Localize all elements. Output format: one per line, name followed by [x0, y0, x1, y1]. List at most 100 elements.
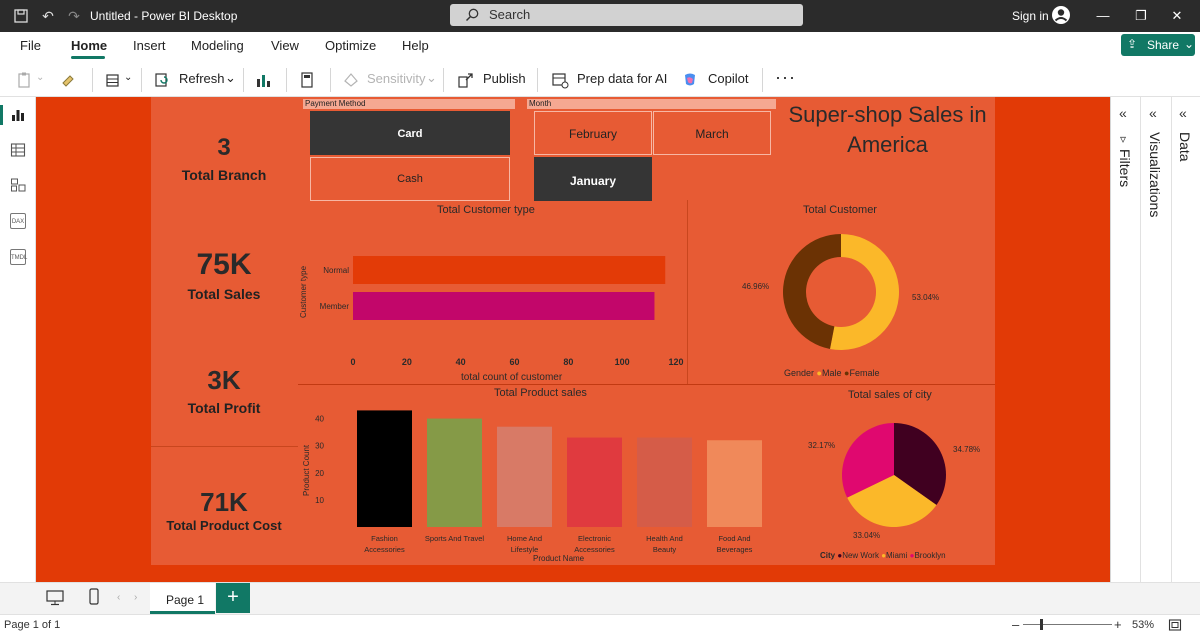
- legend-entry: New Work: [842, 551, 879, 560]
- zoom-slider-thumb[interactable]: [1040, 619, 1043, 630]
- product-sales-x-axis-title: Product Name: [533, 554, 585, 563]
- sign-in-link[interactable]: Sign in: [1012, 9, 1049, 23]
- x-tick-label: Sports And Travel: [425, 534, 485, 543]
- total-customer-chart-title: Total Customer: [803, 204, 877, 216]
- visualizations-pane-label[interactable]: Visualizations: [1147, 132, 1163, 218]
- column-bar: [427, 418, 482, 527]
- column-bar: [707, 440, 762, 527]
- slicer-option-march[interactable]: March: [653, 111, 771, 155]
- x-tick-label: Lifestyle: [511, 545, 539, 554]
- menu-file[interactable]: File: [20, 38, 41, 53]
- collapse-filters-icon[interactable]: «: [1119, 105, 1127, 121]
- prev-page-icon[interactable]: ‹: [117, 592, 121, 603]
- kpi-label: Total Branch: [181, 167, 267, 183]
- data-pane-label[interactable]: Data: [1177, 132, 1193, 162]
- new-visual-icon[interactable]: [254, 71, 272, 89]
- filters-pane-label[interactable]: Filters: [1117, 149, 1133, 188]
- chevron-down-icon[interactable]: ⌄: [225, 70, 236, 85]
- column-bar: [357, 410, 412, 527]
- customer-type-chart-title: Total Customer type: [437, 204, 535, 216]
- data-label: 33.04%: [853, 531, 880, 540]
- share-button[interactable]: ⇪ Share ⌄: [1121, 34, 1195, 56]
- filter-icon: ▿: [1120, 132, 1127, 146]
- zoom-slider-track[interactable]: [1023, 624, 1112, 625]
- restore-icon[interactable]: ❐: [1135, 8, 1147, 23]
- x-tick-label: Accessories: [574, 545, 615, 554]
- y-tick-label: 20: [315, 469, 324, 478]
- collapse-visualizations-icon[interactable]: «: [1149, 105, 1157, 121]
- total-customer-donut-chart[interactable]: 53.04% 46.96%: [688, 220, 994, 380]
- sensitivity-button[interactable]: Sensitivity: [367, 71, 426, 86]
- publish-icon[interactable]: [457, 71, 475, 89]
- city-sales-pie-chart[interactable]: 34.78% 33.04% 32.17%: [790, 405, 995, 545]
- menu-modeling[interactable]: Modeling: [191, 38, 244, 53]
- publish-button[interactable]: Publish: [483, 71, 526, 86]
- menu-help[interactable]: Help: [402, 38, 429, 53]
- product-sales-chart[interactable]: 10 20 30 40 Fashion Accessories Sports And Tra…: [298, 400, 778, 565]
- copilot-icon[interactable]: [681, 71, 699, 89]
- prep-data-button[interactable]: Prep data for AI: [577, 71, 668, 86]
- copilot-button[interactable]: Copilot: [708, 71, 749, 86]
- get-data-dropdown-icon[interactable]: ⌄: [124, 72, 133, 83]
- refresh-button[interactable]: Refresh: [179, 71, 225, 86]
- refresh-icon[interactable]: [153, 71, 171, 89]
- slicer-option-label: January: [569, 174, 617, 188]
- slicer-option-cash[interactable]: Cash: [310, 157, 510, 201]
- menu-optimize[interactable]: Optimize: [325, 38, 377, 53]
- close-icon[interactable]: ✕: [1171, 8, 1183, 23]
- side-panes: « ▿ Filters « Visualizations « Data: [1110, 97, 1200, 582]
- fit-to-page-icon[interactable]: [1168, 618, 1182, 632]
- paste-dropdown-icon[interactable]: ⌄: [36, 72, 45, 83]
- legend-entry: Male: [821, 368, 842, 378]
- column-bar: [637, 437, 692, 527]
- legend-dot: ●: [844, 368, 850, 378]
- minimize-icon[interactable]: —: [1096, 8, 1110, 23]
- format-painter-icon[interactable]: [60, 71, 78, 89]
- menu-home[interactable]: Home: [71, 38, 108, 53]
- menu-insert[interactable]: Insert: [133, 38, 166, 53]
- legend-dot: ●: [909, 551, 915, 560]
- redo-icon[interactable]: ↷: [68, 8, 80, 24]
- zoom-level: 53%: [1132, 619, 1155, 631]
- slicer-option-january[interactable]: January: [534, 157, 652, 201]
- paste-icon[interactable]: [16, 71, 34, 89]
- kpi-divider: [151, 446, 298, 447]
- customer-type-chart[interactable]: Normal Member 0 20 40 60 80 100 120: [298, 200, 687, 384]
- product-sales-chart-title: Total Product sales: [494, 387, 587, 399]
- slicer-option-card[interactable]: Card: [310, 111, 510, 155]
- user-avatar-icon[interactable]: [1052, 6, 1070, 24]
- undo-icon[interactable]: ↶: [42, 8, 54, 24]
- y-tick-label: Member: [320, 302, 350, 311]
- calculator-icon[interactable]: [298, 71, 316, 89]
- table-view-icon[interactable]: [10, 142, 26, 158]
- prep-data-icon[interactable]: [551, 71, 569, 89]
- collapse-data-icon[interactable]: «: [1179, 105, 1187, 121]
- x-tick-label: 20: [402, 357, 412, 367]
- slicer-option-february[interactable]: February: [534, 111, 652, 155]
- page-tab-1[interactable]: Page 1: [150, 583, 215, 614]
- save-icon[interactable]: [13, 8, 29, 24]
- next-page-icon[interactable]: ›: [134, 592, 138, 603]
- legend-entry: Female: [849, 368, 880, 378]
- x-tick-label: Electronic: [578, 534, 611, 543]
- more-options-icon[interactable]: ···: [775, 67, 796, 87]
- add-page-button[interactable]: +: [216, 583, 250, 613]
- tmdl-view-icon[interactable]: TMDL: [10, 249, 27, 265]
- x-tick-label: Home And: [507, 534, 542, 543]
- sensitivity-icon[interactable]: [342, 71, 360, 89]
- mobile-layout-icon[interactable]: [88, 587, 100, 607]
- chevron-down-icon[interactable]: ⌄: [426, 70, 437, 85]
- zoom-out-button[interactable]: –: [1012, 617, 1020, 632]
- active-tab-indicator: [71, 56, 105, 59]
- dax-query-view-icon[interactable]: DAX: [10, 213, 26, 229]
- get-data-icon[interactable]: [104, 71, 122, 89]
- search-placeholder: Search: [489, 7, 531, 22]
- model-view-icon[interactable]: [10, 177, 26, 193]
- desktop-layout-icon[interactable]: [45, 589, 65, 607]
- ribbon-toolbar: ⌄ ⌄ Refresh ⌄ Sensitivity ⌄ Publish Prep…: [0, 62, 1200, 97]
- x-tick-label: 80: [563, 357, 573, 367]
- search-box[interactable]: Search: [450, 4, 803, 26]
- report-view-icon[interactable]: [10, 107, 26, 123]
- menu-view[interactable]: View: [271, 38, 299, 53]
- zoom-in-button[interactable]: +: [1114, 617, 1122, 632]
